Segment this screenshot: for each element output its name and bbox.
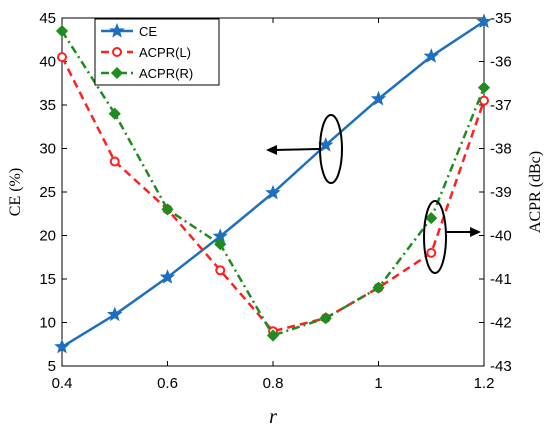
- series-2: [55, 24, 491, 342]
- y-right-tick-label: -36: [490, 54, 512, 71]
- data-point: [214, 238, 227, 251]
- data-point: [265, 184, 281, 200]
- y-left-tick-label: 10: [39, 315, 56, 332]
- data-point: [372, 281, 385, 294]
- legend-marker-2: [110, 66, 124, 80]
- annotations: [266, 114, 481, 274]
- data-point: [477, 81, 491, 94]
- y-right-tick-label: -37: [490, 97, 512, 114]
- y-left-tick-label: 5: [48, 358, 56, 375]
- y-right-tick-label: -39: [490, 184, 512, 201]
- x-tick-label: 0.8: [263, 375, 284, 392]
- acpr-annotation-arrowhead: [470, 227, 481, 237]
- acpr-annotation-ellipse: [423, 200, 447, 274]
- y-right-tick-label: -41: [490, 271, 512, 288]
- y-left-tick-label: 45: [39, 10, 56, 27]
- data-point: [109, 156, 120, 167]
- y-left-tick-label: 15: [39, 271, 56, 288]
- y-right-tick-label: -40: [490, 228, 512, 245]
- ce-annotation-ellipse: [319, 114, 343, 184]
- y-right-tick-label: -42: [490, 315, 512, 332]
- x-tick-label: 1.2: [474, 375, 495, 392]
- data-point: [425, 212, 438, 225]
- y-right-tick-label: -43: [490, 358, 512, 375]
- data-point: [423, 48, 439, 63]
- data-point: [107, 306, 123, 322]
- legend-label-1: ACPR(L): [139, 45, 191, 60]
- ce-annotation-arrowhead: [266, 145, 277, 155]
- y-right-tick-label: -38: [490, 141, 512, 158]
- y-left-axis-label: CE (%): [7, 168, 24, 216]
- data-point: [159, 269, 176, 284]
- x-tick-label: 0.6: [157, 375, 178, 392]
- axes: 0.4 0.6 0.8 1 1.2 5 10 15 20 25 30 35 40 45 -43 -42 -41 -…: [7, 10, 544, 428]
- x-tick-label: 0.4: [52, 375, 73, 392]
- ce-annotation-arrow-shaft: [273, 148, 320, 151]
- y-right-axis-label: ACPR (dBc): [527, 151, 544, 233]
- data-point: [54, 338, 70, 354]
- data-point: [476, 13, 492, 28]
- y-left-tick-label: 20: [39, 228, 56, 245]
- y-left-tick-label: 25: [39, 184, 56, 201]
- data-point: [55, 24, 69, 38]
- legend-marker-0: [109, 22, 125, 38]
- data-point: [108, 107, 121, 120]
- legend-label-0: CE: [139, 24, 157, 39]
- data-point: [266, 329, 280, 342]
- data-point: [215, 265, 226, 276]
- legend: CE ACPR(L) ACPR(R): [94, 18, 220, 86]
- y-left-tick-label: 30: [39, 141, 56, 158]
- x-tick-label: 1: [374, 375, 382, 392]
- data-point: [57, 52, 67, 63]
- data-point: [319, 312, 332, 325]
- data-point: [370, 90, 387, 106]
- data-point: [426, 247, 437, 258]
- x-axis-label: r: [269, 406, 277, 428]
- y-left-tick-label: 40: [39, 54, 56, 71]
- y-right-tick-label: -35: [490, 10, 512, 27]
- legend-label-2: ACPR(R): [139, 66, 193, 81]
- y-left-tick-label: 35: [39, 97, 56, 114]
- legend-marker-1: [112, 47, 122, 57]
- series-layer: [54, 13, 492, 354]
- data-point: [161, 203, 174, 216]
